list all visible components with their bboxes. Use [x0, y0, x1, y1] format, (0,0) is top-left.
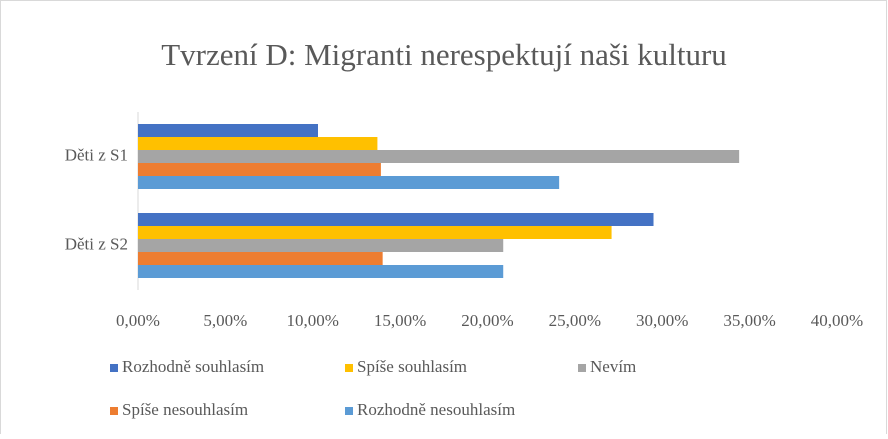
x-tick-label: 0,00%	[116, 311, 160, 330]
legend-label: Nevím	[590, 357, 636, 376]
x-tick-label: 35,00%	[723, 311, 775, 330]
bar	[138, 150, 740, 163]
legend-swatch	[345, 407, 353, 415]
bar	[138, 239, 504, 252]
bar	[138, 265, 504, 278]
x-tick-label: 20,00%	[461, 311, 513, 330]
x-tick-label: 15,00%	[374, 311, 426, 330]
x-tick-label: 10,00%	[287, 311, 339, 330]
y-tick-label: Děti z S2	[65, 234, 128, 253]
legend-swatch	[110, 364, 118, 372]
bar	[138, 213, 654, 226]
chart-title: Tvrzení D: Migranti nerespektují naši ku…	[161, 37, 727, 72]
legend-label: Spíše nesouhlasím	[122, 400, 248, 419]
bar	[138, 252, 383, 265]
bar	[138, 163, 381, 176]
bar	[138, 176, 560, 189]
legend-swatch	[345, 364, 353, 372]
x-tick-label: 40,00%	[811, 311, 863, 330]
x-tick-label: 25,00%	[549, 311, 601, 330]
legend-label: Spíše souhlasím	[357, 357, 467, 376]
bar	[138, 226, 612, 239]
x-tick-label: 30,00%	[636, 311, 688, 330]
y-tick-label: Děti z S1	[65, 145, 128, 164]
legend-label: Rozhodně souhlasím	[122, 357, 264, 376]
legend-label: Rozhodně nesouhlasím	[357, 400, 515, 419]
legend-swatch	[110, 407, 118, 415]
legend-swatch	[578, 364, 586, 372]
bar	[138, 124, 318, 137]
x-tick-label: 5,00%	[203, 311, 247, 330]
bar	[138, 137, 378, 150]
